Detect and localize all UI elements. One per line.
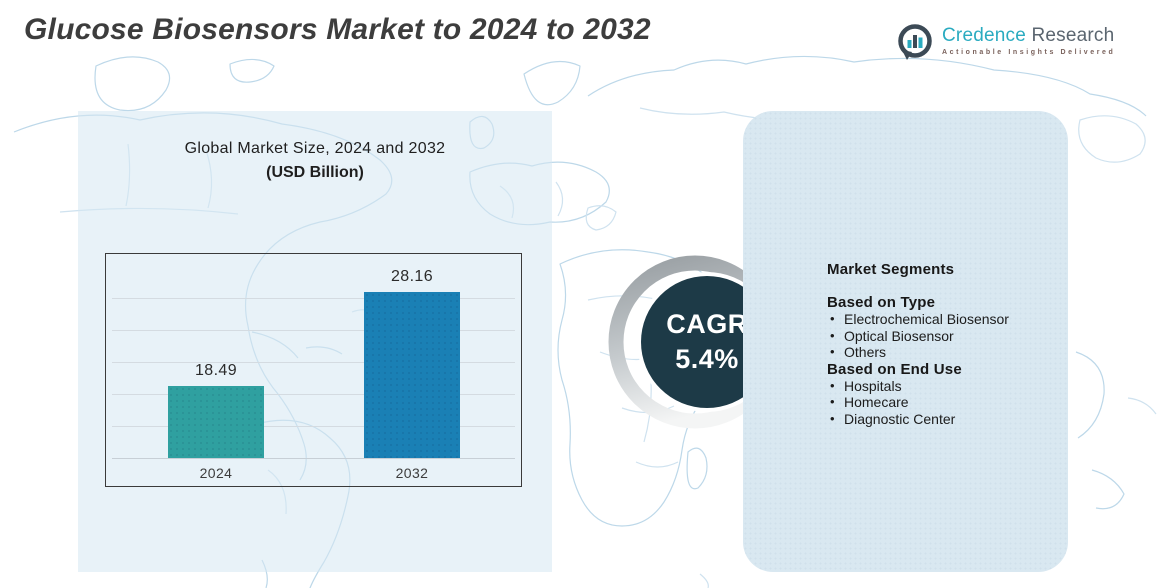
chart-header: Global Market Size, 2024 and 2032 (USD B…: [78, 140, 552, 182]
market-segments-panel: Market Segments Based on TypeElectrochem…: [743, 111, 1068, 572]
chart-subtitle: (USD Billion): [266, 164, 364, 181]
gridline: [112, 362, 515, 363]
page-title: Glucose Biosensors Market to 2024 to 203…: [24, 13, 651, 46]
segments-content: Market Segments Based on TypeElectrochem…: [827, 261, 1052, 427]
segments-title: Market Segments: [827, 261, 955, 278]
logo-brand-primary: Credence: [942, 25, 1026, 46]
segments-sections: Based on TypeElectrochemical BiosensorOp…: [827, 294, 1052, 427]
market-size-panel: Global Market Size, 2024 and 2032 (USD B…: [78, 111, 552, 572]
gridline: [112, 298, 515, 299]
segment-heading: Based on End Use: [827, 360, 962, 378]
bar-2032: [364, 292, 460, 458]
segment-list: Electrochemical BiosensorOptical Biosens…: [827, 311, 1052, 361]
gridline: [112, 458, 515, 459]
x-axis-label: 2032: [395, 465, 429, 481]
credence-research-logo: Credence Research Actionable Insights De…: [895, 22, 1115, 64]
logo-brand-secondary: Research: [1031, 25, 1115, 46]
segment-heading: Based on Type: [827, 294, 936, 311]
bar-chart-plot: 18.49 2024 28.16 2032: [105, 253, 522, 487]
x-axis-label: 2024: [199, 465, 233, 481]
segment-item: Optical Biosensor: [827, 328, 1052, 345]
bar-2024: [168, 386, 264, 458]
cagr-text: CAGR 5.4%: [641, 300, 773, 384]
gridline: [112, 426, 515, 427]
cagr-badge-graphic: [608, 255, 782, 429]
segment-item: Diagnostic Center: [827, 411, 1052, 428]
segment-item: Hospitals: [827, 378, 1052, 395]
gridline: [112, 330, 515, 331]
segment-item: Electrochemical Biosensor: [827, 311, 1052, 328]
cagr-label: CAGR: [666, 308, 748, 339]
cagr-badge: CAGR 5.4%: [605, 240, 809, 444]
gridline: [112, 394, 515, 395]
bar-value-label: 18.49: [194, 362, 238, 379]
segment-list: HospitalsHomecareDiagnostic Center: [827, 378, 1052, 428]
segment-item: Homecare: [827, 394, 1052, 411]
logo-tagline: Actionable Insights Delivered: [942, 49, 1116, 56]
chart-title: Global Market Size, 2024 and 2032: [184, 140, 446, 157]
logo-text: Credence Research Actionable Insights De…: [942, 22, 1116, 57]
bar-chart-bubble-icon: [898, 24, 932, 60]
segment-item: Others: [827, 344, 1052, 361]
cagr-value: 5.4%: [675, 344, 739, 374]
bar-value-label: 28.16: [390, 268, 434, 285]
